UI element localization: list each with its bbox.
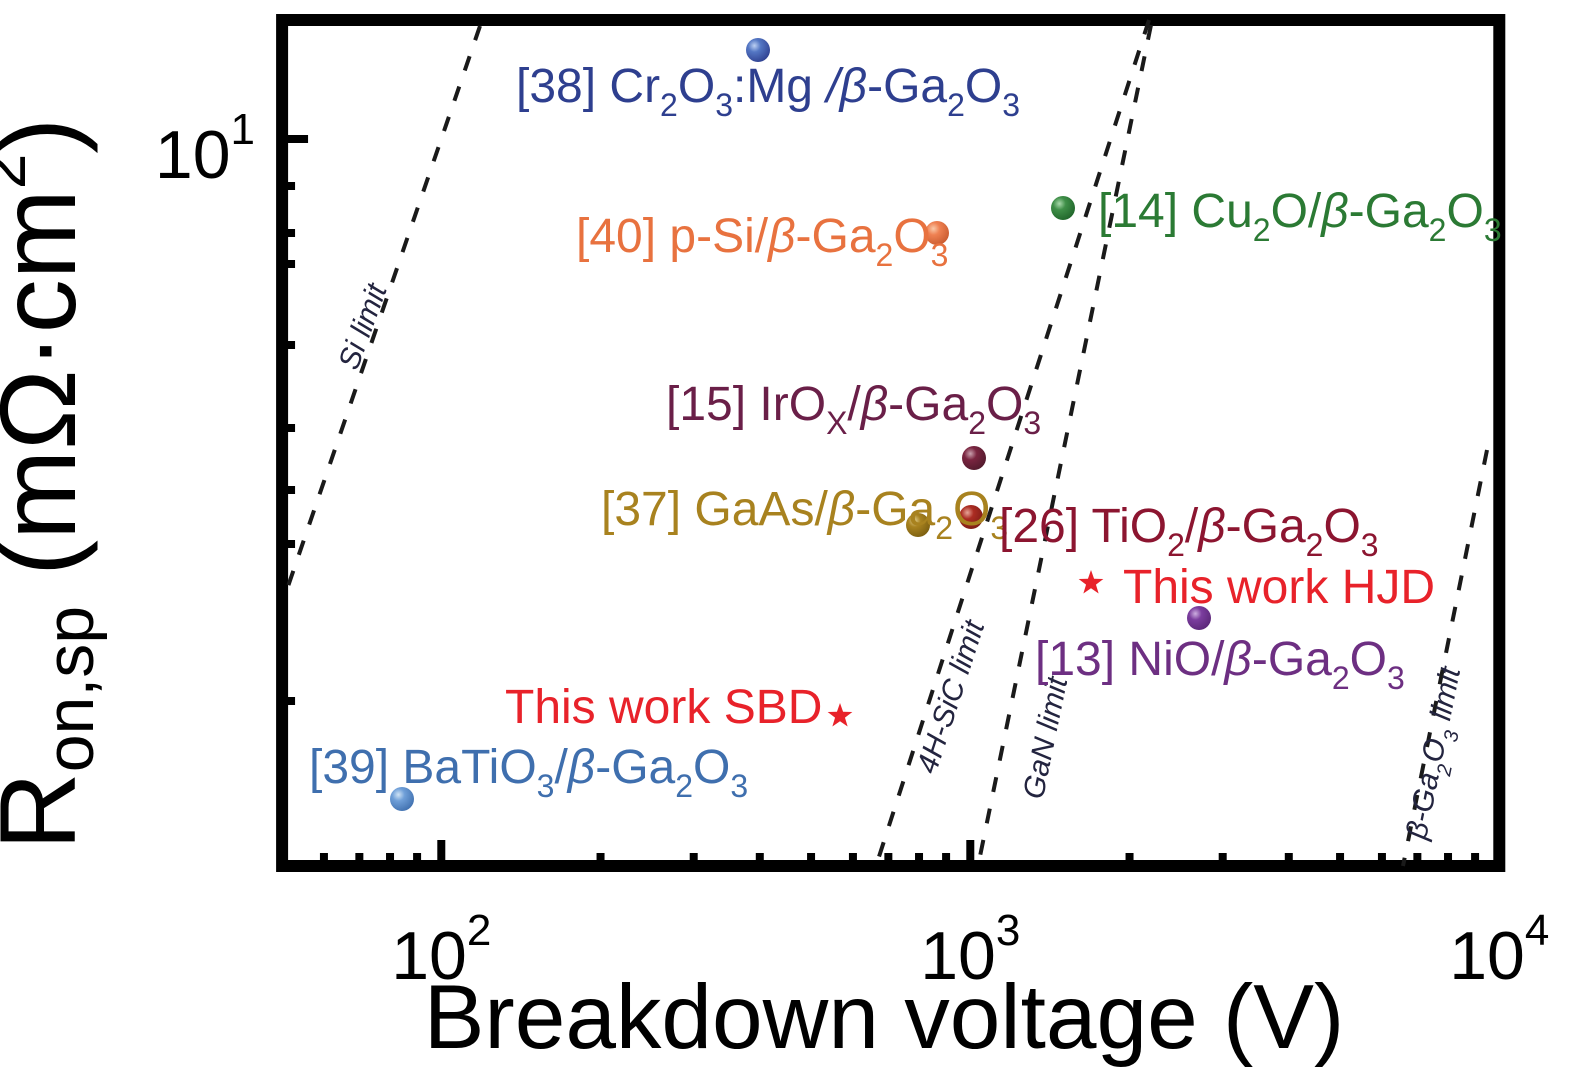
svg-text:101: 101	[155, 105, 255, 193]
svg-text:[14] Cu2O/β-Ga2O3: [14] Cu2O/β-Ga2O3	[1098, 185, 1502, 248]
svg-text:Si limit: Si limit	[332, 278, 394, 374]
svg-text:104: 104	[1449, 906, 1549, 994]
svg-text:Ron,sp (mΩ·cm2): Ron,sp (mΩ·cm2)	[0, 118, 108, 851]
svg-text:GaN limit: GaN limit	[1017, 673, 1074, 802]
svg-text:β-Ga2O3 limit: β-Ga2O3 limit	[1400, 663, 1476, 845]
svg-text:[38] Cr2O3:Mg /β-Ga2O3: [38] Cr2O3:Mg /β-Ga2O3	[516, 60, 1020, 123]
svg-text:[39] BaTiO3/β-Ga2O3: [39] BaTiO3/β-Ga2O3	[309, 741, 748, 804]
svg-text:This work SBD: This work SBD	[505, 681, 822, 734]
svg-text:[13] NiO/β-Ga2O3: [13] NiO/β-Ga2O3	[1035, 633, 1405, 696]
svg-text:Breakdown voltage (V): Breakdown voltage (V)	[424, 967, 1345, 1068]
svg-text:[40] p-Si/β-Ga2O3: [40] p-Si/β-Ga2O3	[576, 210, 948, 273]
svg-text:[15] IrOX/β-Ga2O3: [15] IrOX/β-Ga2O3	[666, 378, 1041, 441]
svg-text:This work HJD: This work HJD	[1123, 561, 1435, 614]
svg-text:[37] GaAs/β-Ga2O3: [37] GaAs/β-Ga2O3	[601, 483, 1008, 546]
svg-text:4H-SiC limit: 4H-SiC limit	[911, 615, 992, 777]
svg-text:[26] TiO2/β-Ga2O3: [26] TiO2/β-Ga2O3	[999, 500, 1379, 563]
